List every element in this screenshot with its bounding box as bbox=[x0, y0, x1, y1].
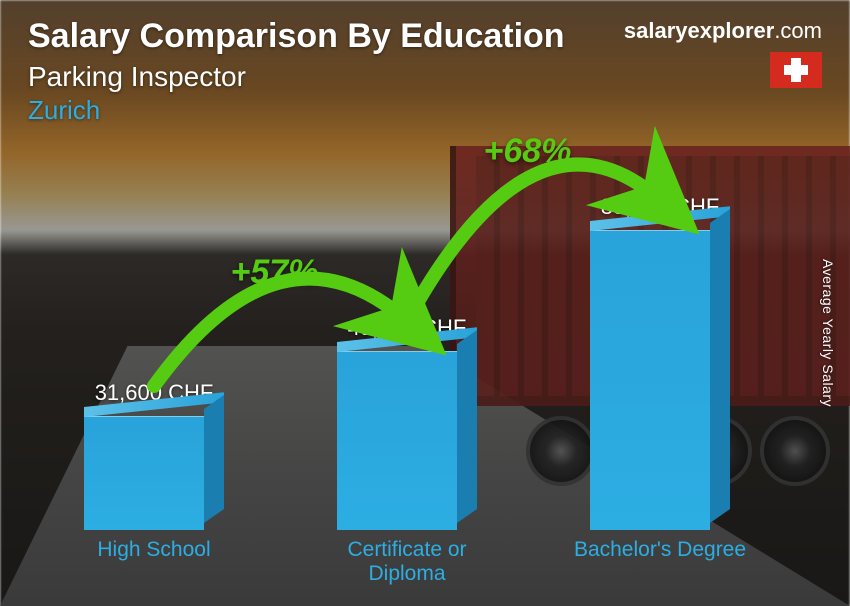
bar-category-label: Bachelor's Degree bbox=[570, 538, 750, 586]
bar-shape bbox=[337, 351, 477, 530]
bar-chart: 31,600 CHF 49,500 CHF 83,100 CHF High Sc… bbox=[28, 136, 822, 594]
y-axis-label: Average Yearly Salary bbox=[820, 259, 836, 407]
job-title: Parking Inspector bbox=[28, 61, 565, 93]
header: Salary Comparison By Education Parking I… bbox=[28, 18, 822, 126]
bar-category-label: High School bbox=[64, 538, 244, 586]
bar: 83,100 CHF bbox=[570, 194, 750, 530]
bar-shape bbox=[84, 416, 224, 530]
city-label: Zurich bbox=[28, 95, 565, 126]
percent-increase-label: +57% bbox=[231, 253, 319, 292]
chart-content: Salary Comparison By Education Parking I… bbox=[0, 0, 850, 606]
swiss-flag-icon bbox=[770, 52, 822, 88]
bar-category-label: Certificate or Diploma bbox=[317, 538, 497, 586]
bar-shape bbox=[590, 230, 730, 530]
chart-title: Salary Comparison By Education bbox=[28, 18, 565, 55]
bar: 49,500 CHF bbox=[317, 315, 497, 530]
percent-increase-label: +68% bbox=[484, 132, 572, 171]
bar: 31,600 CHF bbox=[64, 380, 244, 530]
brand-logo-text: salaryexplorer.com bbox=[624, 18, 822, 44]
